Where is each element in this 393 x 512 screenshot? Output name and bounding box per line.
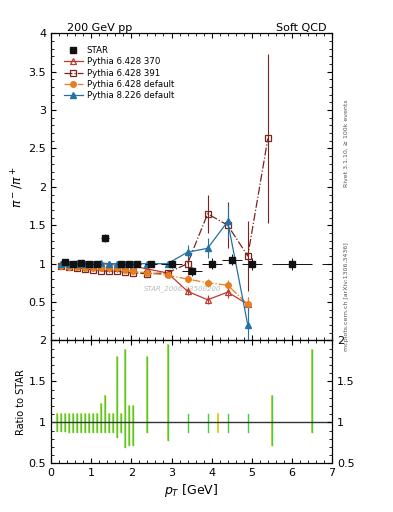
Text: Soft QCD: Soft QCD [276,23,326,33]
Text: Rivet 3.1.10, ≥ 100k events: Rivet 3.1.10, ≥ 100k events [344,99,349,187]
X-axis label: $p_T$ [GeV]: $p_T$ [GeV] [164,482,219,499]
Text: STAR_2006.13500200: STAR_2006.13500200 [144,285,222,292]
Text: mcplots.cern.ch [arXiv:1306.3436]: mcplots.cern.ch [arXiv:1306.3436] [344,243,349,351]
Y-axis label: Ratio to STAR: Ratio to STAR [16,369,26,435]
Text: 200 GeV pp: 200 GeV pp [67,23,132,33]
Legend: STAR, Pythia 6.428 370, Pythia 6.428 391, Pythia 6.428 default, Pythia 8.226 def: STAR, Pythia 6.428 370, Pythia 6.428 391… [61,44,177,102]
Y-axis label: $\pi^- / \pi^+$: $\pi^- / \pi^+$ [9,166,26,208]
